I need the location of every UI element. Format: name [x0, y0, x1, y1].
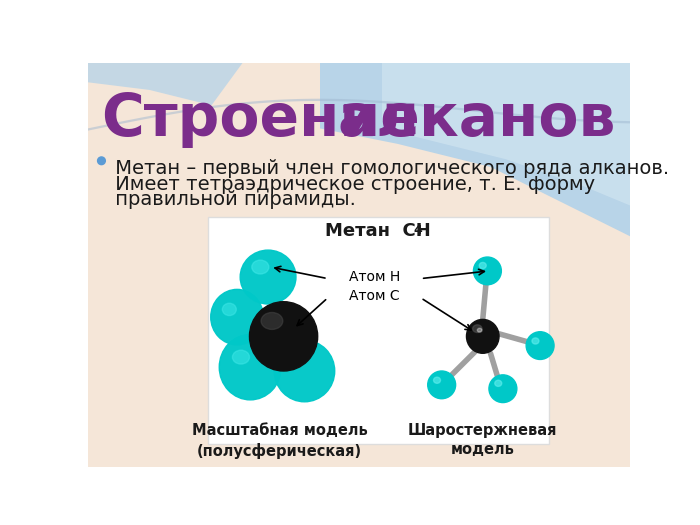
Text: Масштабная модель
(полусферическая): Масштабная модель (полусферическая) [192, 423, 368, 459]
Text: правильной пирамиды.: правильной пирамиды. [109, 190, 356, 209]
Ellipse shape [249, 302, 318, 371]
Text: Атом H: Атом H [349, 270, 400, 284]
Polygon shape [320, 63, 630, 236]
FancyBboxPatch shape [208, 217, 549, 444]
Ellipse shape [288, 354, 303, 368]
Ellipse shape [252, 260, 269, 274]
Text: Шаростержневая
модель: Шаростержневая модель [408, 423, 557, 457]
Polygon shape [88, 63, 242, 106]
Circle shape [97, 157, 105, 165]
Ellipse shape [480, 262, 486, 269]
Ellipse shape [495, 380, 502, 386]
Ellipse shape [211, 289, 263, 345]
Ellipse shape [473, 325, 482, 332]
Ellipse shape [473, 257, 501, 285]
Text: Имеет тетраэдрическое строение, т. Е. форму: Имеет тетраэдрическое строение, т. Е. фо… [109, 175, 595, 194]
Polygon shape [88, 99, 630, 131]
Ellipse shape [466, 319, 499, 353]
Ellipse shape [477, 328, 482, 332]
Text: 4: 4 [413, 224, 421, 237]
Text: Метан – первый член гомологического ряда алканов.: Метан – первый член гомологического ряда… [109, 159, 669, 178]
Ellipse shape [261, 312, 283, 329]
Ellipse shape [240, 250, 296, 304]
Ellipse shape [489, 375, 517, 403]
Ellipse shape [223, 303, 237, 316]
Text: Атом C: Атом C [349, 289, 400, 303]
Ellipse shape [526, 332, 554, 360]
Ellipse shape [532, 338, 539, 344]
Polygon shape [382, 63, 630, 205]
Ellipse shape [433, 377, 440, 383]
Text: алканов: алканов [337, 91, 616, 148]
Ellipse shape [428, 371, 456, 398]
Text: Строение: Строение [102, 91, 420, 148]
Text: Метан  CH: Метан CH [326, 223, 431, 240]
Ellipse shape [219, 334, 281, 400]
Ellipse shape [232, 350, 249, 364]
Ellipse shape [274, 340, 335, 402]
